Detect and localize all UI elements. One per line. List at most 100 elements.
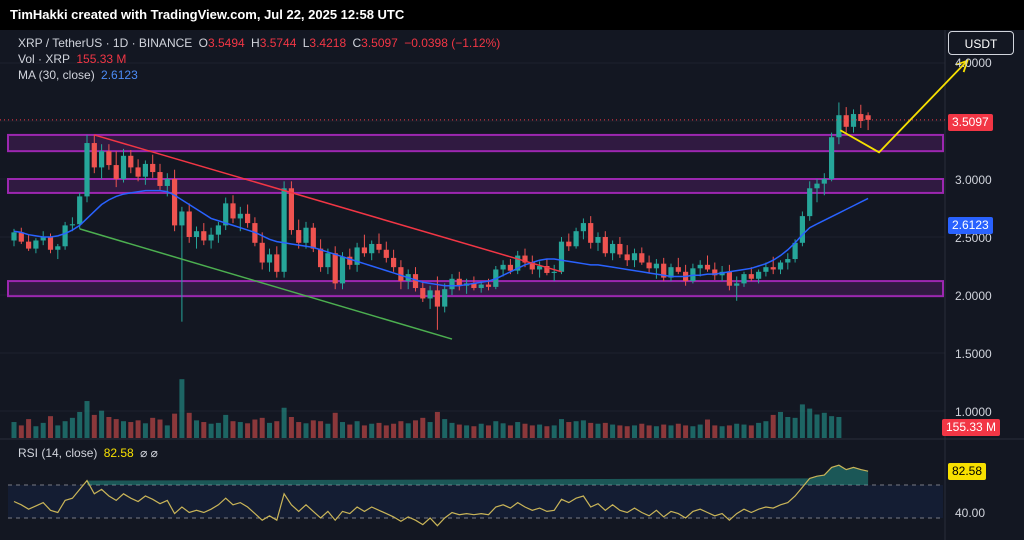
candle-body	[507, 264, 513, 271]
candle-body	[33, 240, 39, 249]
candle-body	[442, 289, 448, 307]
ma-label[interactable]: MA (30, close)	[18, 68, 95, 82]
volume-bar	[55, 425, 61, 438]
candle-body	[339, 256, 346, 284]
volume-bar	[799, 404, 805, 438]
volume-bar	[632, 425, 637, 438]
volume-bar	[420, 417, 426, 438]
volume-bar	[259, 417, 265, 438]
volume-bar	[77, 411, 83, 438]
candle-body	[223, 203, 229, 226]
candle-body	[420, 288, 426, 299]
change-value: −0.0398 (−1.12%)	[404, 36, 501, 50]
currency-button[interactable]: USDT	[948, 31, 1014, 55]
rsi-band-fill	[8, 485, 943, 518]
volume-bar	[40, 422, 46, 438]
volume-bar	[814, 414, 820, 438]
volume-bar	[653, 426, 659, 438]
candle-body	[179, 211, 185, 226]
candle-body	[595, 237, 601, 243]
candle-body	[398, 267, 404, 282]
volume-bar	[413, 420, 418, 438]
volume-bar	[610, 424, 616, 438]
volume-bar	[792, 417, 798, 438]
volume-bar	[537, 424, 543, 438]
candle-body	[726, 271, 732, 286]
candle-body	[573, 231, 579, 247]
volume-bar	[807, 408, 813, 438]
candle-body	[610, 243, 616, 254]
candle-body	[529, 262, 535, 270]
candle-body	[777, 262, 784, 270]
low-label: L	[302, 36, 310, 50]
candle-body	[193, 231, 200, 237]
candle-body	[186, 211, 192, 237]
high-value: 3.5744	[259, 36, 297, 50]
volume-bar	[705, 419, 710, 438]
candle-body	[172, 179, 178, 226]
volume-bar	[748, 425, 754, 438]
volume-bar	[142, 423, 148, 438]
volume-bar	[179, 379, 185, 438]
candle-body	[741, 274, 747, 284]
volume-bar	[369, 423, 375, 438]
candle-body	[843, 115, 849, 127]
candle-body	[11, 232, 17, 241]
candle-body	[347, 256, 353, 265]
volume-bar	[690, 426, 696, 438]
volume-bar	[712, 425, 718, 438]
candle-body	[99, 151, 105, 168]
volume-bar	[332, 412, 338, 438]
candle-body	[580, 223, 586, 232]
volume-bar	[106, 417, 112, 438]
candle-body	[69, 224, 75, 226]
volume-bar	[391, 423, 397, 438]
support-resistance-zone	[7, 133, 944, 153]
close-value: 3.5097	[361, 36, 398, 50]
volume-bar	[62, 421, 68, 438]
candle-body	[537, 266, 543, 270]
volume-label[interactable]: Vol · XRP	[18, 52, 71, 66]
volume-bar	[507, 425, 513, 438]
candle-body	[332, 253, 338, 284]
volume-bar	[157, 419, 163, 438]
volume-bar	[201, 422, 207, 438]
rsi-label[interactable]: RSI (14, close)	[18, 446, 98, 460]
symbol-label[interactable]: XRP / TetherUS · 1D · BINANCE	[18, 36, 193, 50]
volume-bar	[121, 421, 126, 438]
volume-bar	[252, 419, 258, 438]
projection-arrowhead	[955, 59, 969, 73]
volume-bar	[245, 423, 251, 438]
candle-body	[266, 254, 273, 263]
candle-body	[113, 165, 119, 179]
candle-body	[624, 254, 630, 261]
chart-area[interactable]: XRP / TetherUS · 1D · BINANCE O3.5494 H3…	[0, 30, 1024, 540]
volume-bar	[756, 422, 762, 438]
rsi-settings-icons[interactable]: ⌀ ⌀	[140, 446, 158, 460]
candle-body	[485, 284, 492, 287]
high-label: H	[251, 36, 260, 50]
candle-body	[55, 246, 61, 250]
candlestick-chart[interactable]	[0, 30, 1024, 540]
volume-bar	[734, 423, 740, 438]
volume-bar	[449, 422, 455, 438]
price-tick-2: 2.0000	[955, 289, 992, 303]
candle-body	[383, 249, 389, 258]
volume-bar	[661, 424, 667, 438]
candle-body	[558, 241, 565, 272]
candle-body	[734, 283, 740, 286]
candle-body	[675, 267, 681, 272]
candle-body	[471, 283, 477, 289]
candle-body	[544, 266, 550, 273]
candle-body	[697, 264, 703, 269]
volume-bar	[230, 421, 236, 438]
candle-body	[18, 232, 24, 242]
volume-bar	[785, 417, 791, 438]
candle-body	[602, 237, 608, 254]
candle-body	[858, 114, 864, 121]
candle-body	[164, 179, 170, 186]
close-label: C	[352, 36, 362, 50]
candle-body	[135, 167, 141, 177]
volume-bar	[471, 426, 477, 438]
candle-body	[62, 225, 68, 247]
